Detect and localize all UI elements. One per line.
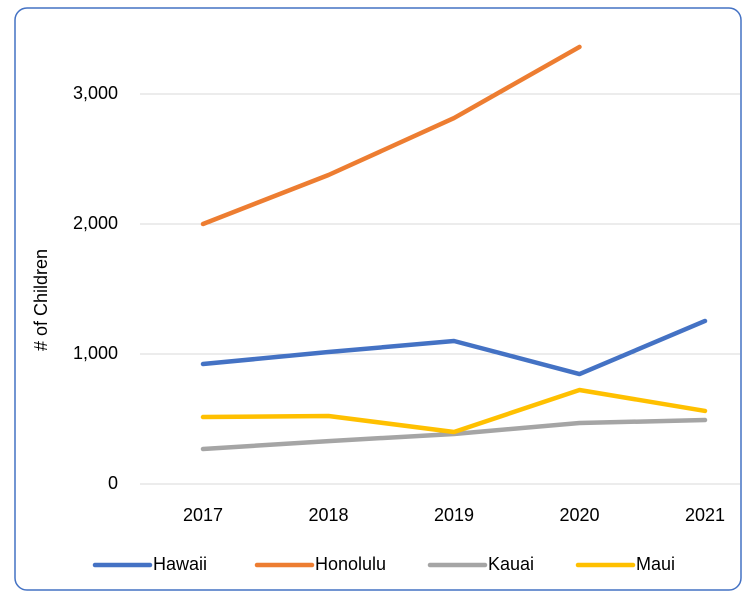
legend-label: Honolulu [315, 554, 386, 574]
legend-label: Kauai [488, 554, 534, 574]
series-line [200, 318, 708, 377]
series-line [200, 44, 582, 227]
x-tick-label: 2018 [308, 505, 348, 525]
y-tick-label: 3,000 [73, 83, 118, 103]
chart-border [14, 7, 742, 591]
x-tick-label: 2017 [183, 505, 223, 525]
y-tick-label: 1,000 [73, 343, 118, 363]
x-tick-label: 2020 [559, 505, 599, 525]
y-axis-label: # of Children [31, 249, 51, 351]
legend-label: Maui [636, 554, 675, 574]
legend-label: Hawaii [153, 554, 207, 574]
x-tick-label: 2021 [685, 505, 725, 525]
y-tick-label: 0 [108, 473, 118, 493]
series-line [200, 387, 708, 435]
y-tick-label: 2,000 [73, 213, 118, 233]
x-tick-label: 2019 [434, 505, 474, 525]
